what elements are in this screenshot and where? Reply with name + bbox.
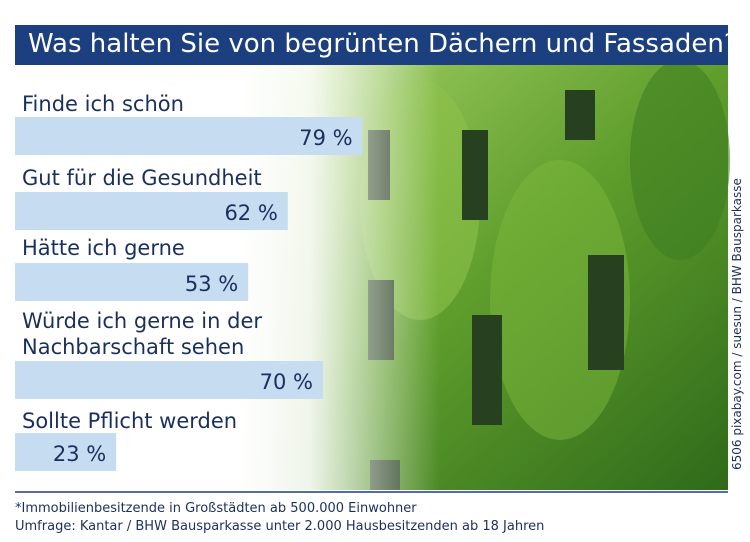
bar xyxy=(15,433,117,471)
value-label: 79 % xyxy=(299,126,352,150)
bar xyxy=(15,192,288,230)
bar xyxy=(15,361,323,399)
category-label: Finde ich schön xyxy=(22,92,184,116)
bar xyxy=(15,117,363,155)
category-label: Würde ich gerne in der Nachbarschaft sehe… xyxy=(22,309,262,359)
bar xyxy=(15,263,249,301)
chart-title: Was halten Sie von begrünten Dächern und… xyxy=(28,29,750,59)
category-label: Sollte Pflicht werden xyxy=(22,409,237,433)
footnote: *Immobilienbesitzende in Großstädten ab … xyxy=(15,501,417,516)
value-label: 23 % xyxy=(53,442,106,466)
value-label: 53 % xyxy=(185,272,238,296)
category-label: Gut für die Gesundheit xyxy=(22,166,262,190)
category-label: Hätte ich gerne xyxy=(22,236,185,260)
title-bar xyxy=(15,25,728,65)
credit: 6506 pixabay.com / suesun / BHW Bauspark… xyxy=(730,178,744,470)
source: Umfrage: Kantar / BHW Bausparkasse unter… xyxy=(15,519,544,534)
value-label: 70 % xyxy=(260,370,313,394)
value-label: 62 % xyxy=(224,201,277,225)
